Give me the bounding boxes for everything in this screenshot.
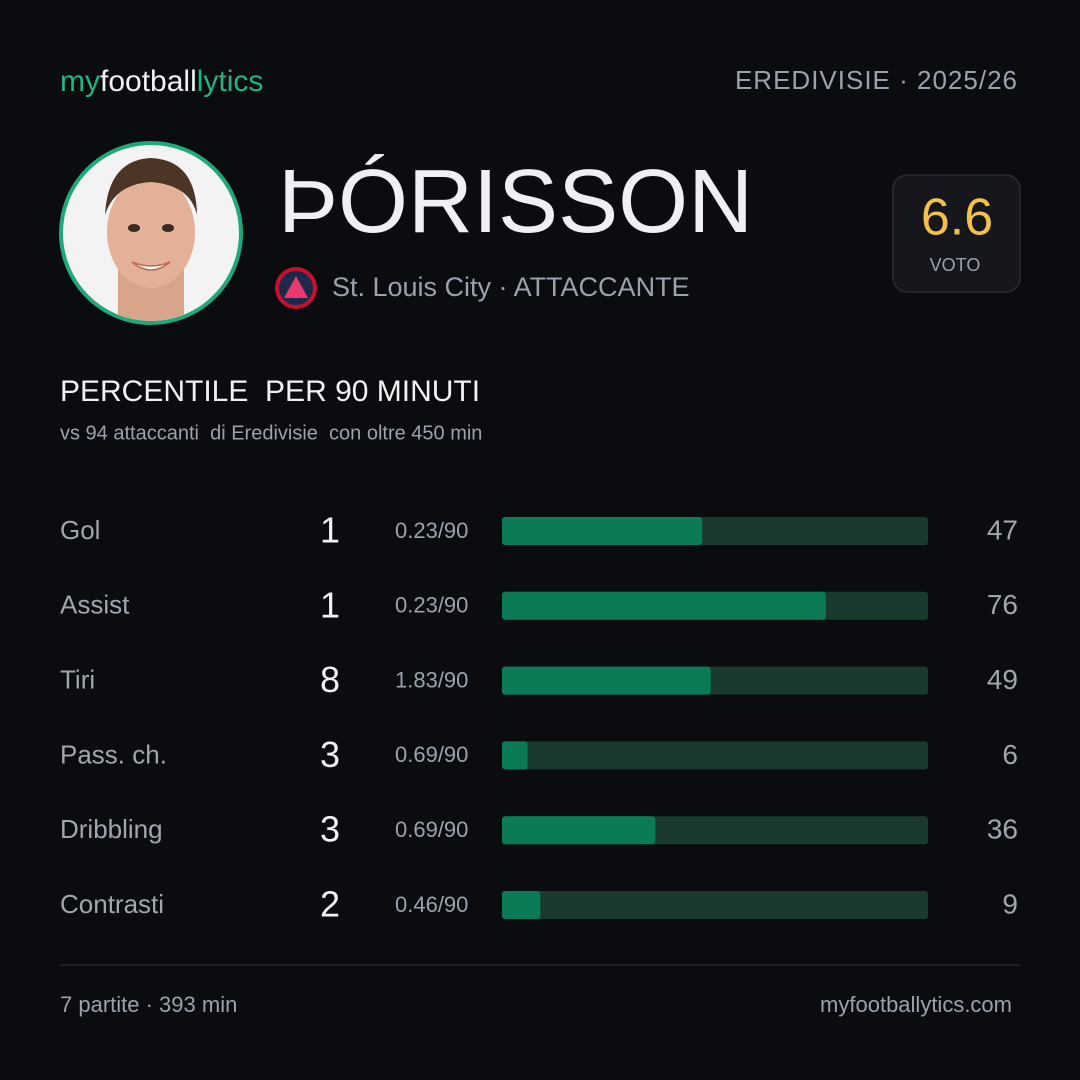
percentile-value: 6 [1002,739,1018,770]
stat-rows: Gol 1 0.23/90 47 Assist 1 0.23/90 76 Tiri 8 1.83/9… [60,510,1018,925]
percentile-value: 9 [1002,888,1018,919]
bar-track [502,891,928,919]
percentile-value: 49 [987,664,1018,695]
percentile-bar [502,891,541,919]
percentile-value: 76 [987,589,1018,620]
footer-left: 7 partite · 393 min [60,992,237,1017]
percentile-bar [502,517,703,545]
stat-total: 2 [320,884,340,925]
stat-per90: 0.46/90 [395,892,468,917]
rating: 6.6 [921,189,993,247]
brand-part: my [60,65,100,98]
stat-total: 8 [320,659,340,700]
stat-label: Dribbling [60,814,163,844]
stat-label: Contrasti [60,889,164,919]
stat-label: Assist [60,590,130,620]
avatar [59,141,243,325]
section-title: PERCENTILE PER 90 MINUTI [60,375,480,408]
bar-track [502,741,928,770]
rating-label: VOTO [930,255,981,275]
footer-right: myfootballytics.com [820,992,1012,1017]
league: EREDIVISIE · 2025/26 [735,65,1018,95]
section-subtitle: vs 94 attaccanti di Eredivisie con oltre… [60,422,482,444]
brand: myfootballlytics [60,65,263,98]
percentile-bar [502,666,711,695]
percentile-value: 36 [987,814,1018,845]
stat-per90: 0.69/90 [395,742,468,767]
brand-part: lytics [197,65,264,98]
stat-label: Tiri [60,664,95,694]
rating-box [892,174,1021,293]
percentile-bar [502,741,528,770]
percentile-value: 47 [987,514,1018,545]
player-name: ÞÓRISSON [278,152,753,252]
stat-total: 3 [320,734,340,775]
stat-total: 3 [320,809,340,850]
stat-total: 1 [320,584,340,625]
stat-label: Gol [60,515,100,545]
stat-per90: 0.23/90 [395,518,468,543]
percentile-bar [502,816,656,845]
stat-per90: 0.69/90 [395,817,468,842]
stat-total: 1 [320,510,340,551]
stat-per90: 1.83/90 [395,667,468,692]
stat-label: Pass. ch. [60,739,167,769]
brand-part: football [100,65,197,98]
team-logo [275,267,317,309]
stat-per90: 0.23/90 [395,593,468,618]
percentile-bar [502,591,826,620]
team-role: St. Louis City · ATTACCANTE [332,272,690,302]
